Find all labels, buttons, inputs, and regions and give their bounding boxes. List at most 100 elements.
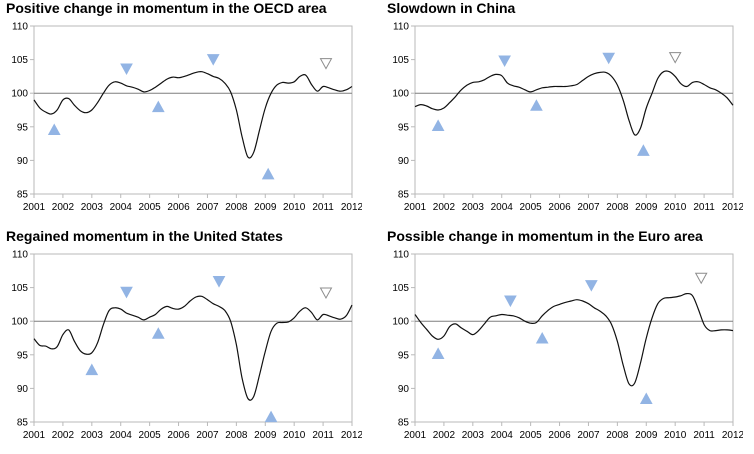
x-tick-label: 2011 — [312, 430, 334, 441]
chart-title: Positive change in momentum in the OECD … — [6, 0, 327, 16]
x-tick-label: 2007 — [577, 202, 600, 213]
x-tick-label: 2007 — [196, 202, 219, 213]
trough-marker — [431, 347, 445, 359]
peak-marker — [504, 295, 517, 308]
x-tick-label: 2006 — [548, 430, 571, 441]
x-tick-label: 2011 — [312, 202, 334, 213]
trough-marker — [151, 327, 165, 339]
trough-marker — [535, 331, 549, 344]
y-tick-label: 85 — [398, 418, 410, 429]
plot-frame — [414, 253, 734, 423]
x-tick-label: 2012 — [722, 202, 743, 213]
x-tick-label: 2010 — [664, 202, 687, 213]
chart-title: Possible change in momentum in the Euro … — [387, 228, 703, 244]
y-tick-label: 105 — [392, 283, 409, 294]
x-tick-label: 2011 — [693, 202, 715, 213]
x-tick-label: 2012 — [341, 202, 362, 213]
x-tick-label: 2009 — [254, 430, 277, 441]
x-tick-label: 2003 — [81, 202, 104, 213]
x-tick-label: 2009 — [635, 430, 658, 441]
y-tick-label: 100 — [11, 89, 28, 100]
y-tick-label: 85 — [398, 190, 410, 201]
peak-marker — [498, 55, 511, 67]
chart-svg: 85 90 95 100 105 110 2001 2002 2003 2004 2005 2006 2… — [11, 22, 362, 213]
y-tick-label: 95 — [398, 122, 410, 133]
peak-marker — [602, 52, 616, 65]
chart-svg: 85 90 95 100 105 110 2001 2002 2003 2004 2005 2006 2… — [392, 250, 743, 441]
chart-title: Regained momentum in the United States — [6, 228, 283, 244]
trough-marker — [261, 167, 275, 180]
x-tick-label: 2008 — [225, 430, 248, 441]
x-tick-label: 2004 — [110, 202, 133, 213]
trough-marker — [264, 410, 278, 423]
x-tick-label: 2010 — [664, 430, 687, 441]
trough-marker — [639, 392, 653, 404]
possible-peak-marker — [319, 287, 333, 300]
y-tick-label: 110 — [12, 22, 28, 33]
y-tick-label: 105 — [11, 283, 28, 294]
x-tick-label: 2008 — [225, 202, 248, 213]
x-tick-label: 2010 — [283, 430, 306, 441]
x-tick-label: 2009 — [635, 202, 658, 213]
x-tick-label: 2011 — [693, 430, 715, 441]
y-tick-label: 95 — [398, 350, 410, 361]
y-tick-label: 85 — [17, 190, 29, 201]
y-tick-label: 100 — [392, 89, 409, 100]
trough-marker — [85, 363, 99, 376]
x-tick-label: 2003 — [81, 430, 104, 441]
possible-peak-marker — [668, 52, 682, 64]
x-tick-label: 2005 — [139, 202, 162, 213]
chart-title: Slowdown in China — [387, 0, 516, 16]
y-tick-label: 90 — [398, 156, 410, 167]
peak-marker — [206, 54, 220, 66]
y-tick-label: 85 — [17, 418, 29, 429]
x-tick-label: 2002 — [433, 430, 456, 441]
series-line — [33, 295, 353, 401]
y-tick-label: 110 — [393, 22, 409, 33]
peak-marker — [120, 63, 133, 76]
x-tick-label: 2008 — [606, 430, 629, 441]
y-tick-label: 90 — [17, 156, 29, 167]
chart-panel-united-states: Regained momentum in the United States 8… — [0, 228, 362, 450]
x-tick-label: 2004 — [110, 430, 133, 441]
y-tick-label: 95 — [17, 350, 29, 361]
x-tick-label: 2003 — [462, 202, 485, 213]
plot-frame — [414, 25, 734, 195]
x-tick-label: 2001 — [404, 430, 427, 441]
series-line — [414, 70, 734, 136]
chart-panel-oecd: Positive change in momentum in the OECD … — [0, 0, 362, 222]
series-line — [33, 71, 353, 159]
possible-peak-marker — [319, 58, 333, 70]
x-tick-label: 2002 — [52, 430, 75, 441]
y-tick-label: 100 — [392, 317, 409, 328]
y-tick-label: 95 — [17, 122, 29, 133]
y-tick-label: 110 — [393, 250, 409, 261]
trough-marker — [47, 123, 61, 135]
y-tick-label: 105 — [392, 55, 409, 66]
possible-peak-marker — [694, 272, 708, 285]
chart-panel-china: Slowdown in China 85 90 95 100 105 110 2001 200… — [381, 0, 743, 222]
chart-svg: 85 90 95 100 105 110 2001 2002 2003 2004 2005 2006 2… — [392, 22, 743, 213]
chart-panel-euro-area: Possible change in momentum in the Euro … — [381, 228, 743, 450]
x-tick-label: 2007 — [577, 430, 600, 441]
trough-marker — [637, 144, 650, 156]
x-tick-label: 2006 — [548, 202, 571, 213]
x-tick-label: 2010 — [283, 202, 306, 213]
plot-frame — [33, 25, 353, 195]
peak-marker — [212, 276, 226, 288]
x-tick-label: 2009 — [254, 202, 277, 213]
y-tick-label: 100 — [11, 317, 28, 328]
x-tick-label: 2012 — [341, 430, 362, 441]
trough-marker — [151, 100, 165, 113]
x-tick-label: 2004 — [491, 430, 514, 441]
x-tick-label: 2006 — [167, 430, 190, 441]
x-tick-label: 2001 — [404, 202, 427, 213]
y-tick-label: 90 — [398, 384, 410, 395]
y-tick-label: 110 — [12, 250, 28, 261]
x-tick-label: 2012 — [722, 430, 743, 441]
x-tick-label: 2001 — [23, 430, 46, 441]
trough-marker — [431, 119, 445, 131]
chart-svg: 85 90 95 100 105 110 2001 2002 2003 2004 2005 2006 2… — [11, 250, 362, 441]
x-tick-label: 2005 — [520, 430, 543, 441]
x-tick-label: 2002 — [433, 202, 456, 213]
